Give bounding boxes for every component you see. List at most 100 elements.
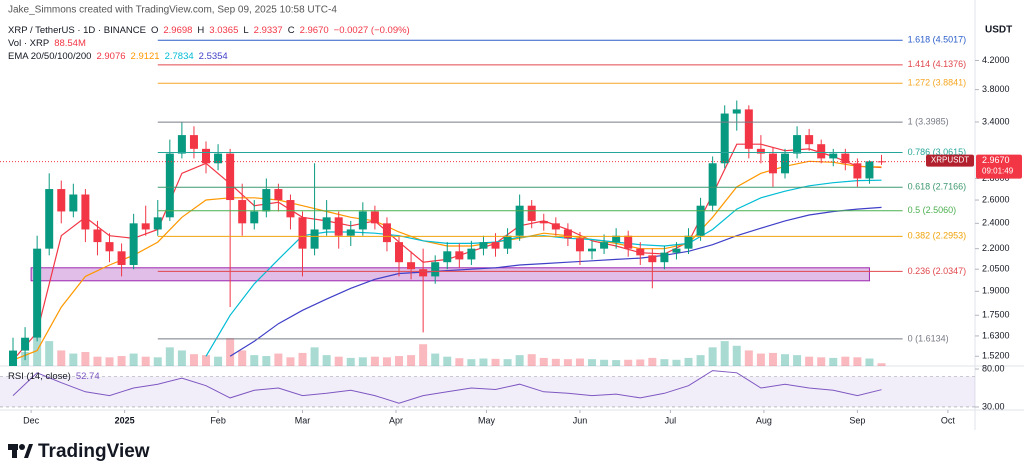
candle-body xyxy=(81,194,90,230)
volume-bar xyxy=(865,358,874,366)
volume-bar xyxy=(33,338,42,366)
candle-body xyxy=(732,109,741,114)
symbol: XRP / TetherUS · 1D · BINANCE xyxy=(8,25,146,36)
x-tick-label: Apr xyxy=(389,415,403,425)
candle-body xyxy=(660,252,669,263)
candle-body xyxy=(853,163,862,179)
candle-body xyxy=(250,211,259,224)
volume-bar xyxy=(829,357,838,366)
candle-body xyxy=(588,248,597,252)
rsi-band xyxy=(0,376,975,407)
price-tag-value: 2.9670 xyxy=(982,155,1010,165)
candle-body xyxy=(334,217,343,236)
rsi-tick-label: 80.00 xyxy=(982,363,1005,373)
candle-body xyxy=(744,109,753,149)
support-zone xyxy=(30,267,870,282)
candle-body xyxy=(648,255,657,263)
rsi-value: 52.74 xyxy=(76,371,100,382)
candle-body xyxy=(202,148,211,164)
volume-bar xyxy=(563,359,572,366)
volume-bar xyxy=(214,356,223,366)
y-tick-label: 2.2000 xyxy=(982,243,1010,253)
volume-bar xyxy=(141,356,150,366)
ohlc-key: C xyxy=(288,25,295,36)
volume-bar xyxy=(551,358,560,366)
ohlc-key: O xyxy=(151,25,158,36)
volume-bar xyxy=(189,354,198,366)
candle-body xyxy=(817,144,826,159)
volume-bar xyxy=(636,359,645,366)
volume-bar xyxy=(515,355,524,366)
candle-body xyxy=(455,251,464,260)
candle-body xyxy=(612,235,621,243)
volume-bar xyxy=(286,357,295,366)
rsi-tick-label: 30.00 xyxy=(982,401,1005,411)
x-tick-label: Aug xyxy=(756,415,772,425)
volume-bar xyxy=(431,353,440,366)
fib-label: 0.5 (2.5060) xyxy=(908,205,957,215)
legend-line: Vol · XRP 88.54M xyxy=(8,38,86,49)
candle-body xyxy=(720,113,729,164)
y-tick-label: 3.4000 xyxy=(982,116,1010,126)
change: −0.0027 (−0.09%) xyxy=(334,25,410,36)
volume-bar xyxy=(756,353,765,366)
candle-body xyxy=(382,223,391,243)
fib-label: 0.382 (2.2953) xyxy=(908,231,967,241)
plot-area xyxy=(9,100,886,366)
y-tick-label: 3.8000 xyxy=(982,84,1010,94)
creator-note: Jake_Simmons created with TradingView.co… xyxy=(8,5,337,16)
volume-bar xyxy=(81,352,90,366)
candle-body xyxy=(286,200,295,218)
candle-body xyxy=(117,251,126,265)
legend-line: XRP / TetherUS · 1D · BINANCE O 2.9698 H 3.0… xyxy=(8,25,410,36)
ohlc-key: L xyxy=(243,25,248,36)
candle-body xyxy=(69,194,78,212)
volume-bar xyxy=(419,344,428,366)
candle-body xyxy=(527,205,536,221)
ohlc-value: 2.9337 xyxy=(254,25,283,36)
ohlc-key: H xyxy=(197,25,204,36)
volume-bar xyxy=(660,359,669,366)
volume-bar xyxy=(177,350,186,366)
volume-bar xyxy=(467,359,476,366)
candle-body xyxy=(214,153,223,164)
candle-body xyxy=(551,223,560,230)
volume-bar xyxy=(69,353,78,366)
volume-bar xyxy=(250,355,259,366)
candle-body xyxy=(503,235,512,249)
rsi-label: RSI (14, close) xyxy=(8,371,71,382)
volume-bar xyxy=(768,352,777,366)
ema-label: EMA 20/50/100/200 xyxy=(8,51,91,62)
candle-body xyxy=(575,238,584,252)
volume-bar xyxy=(407,355,416,366)
ohlc-value: 2.9698 xyxy=(163,25,192,36)
y-tick-label: 1.6300 xyxy=(982,330,1010,340)
symbol-tag-label: XRPUSDT xyxy=(931,156,969,165)
y-tick-label: 4.2000 xyxy=(982,55,1010,65)
x-tick-label: May xyxy=(478,415,496,425)
volume-bar xyxy=(805,356,814,366)
x-tick-label: 2025 xyxy=(115,415,135,425)
volume-bar xyxy=(600,359,609,366)
candle-body xyxy=(491,242,500,249)
candle-body xyxy=(841,153,850,164)
volume-bar xyxy=(105,357,114,366)
candle-body xyxy=(443,251,452,263)
volume-bar xyxy=(491,358,500,366)
volume-bar xyxy=(262,356,271,366)
volume-bar xyxy=(877,363,886,366)
candle-body xyxy=(9,350,18,366)
volume-bar xyxy=(539,357,548,366)
candle-body xyxy=(636,248,645,256)
volume-bar xyxy=(588,359,597,366)
candle-body xyxy=(696,205,705,236)
candles xyxy=(9,100,886,366)
x-tick-label: Sep xyxy=(849,415,865,425)
volume-bar xyxy=(648,357,657,366)
candle-body xyxy=(805,135,814,145)
y-tick-label: 1.7500 xyxy=(982,310,1010,320)
volume-bar xyxy=(672,359,681,366)
candle-body xyxy=(358,211,367,230)
volume-bar xyxy=(684,357,693,366)
